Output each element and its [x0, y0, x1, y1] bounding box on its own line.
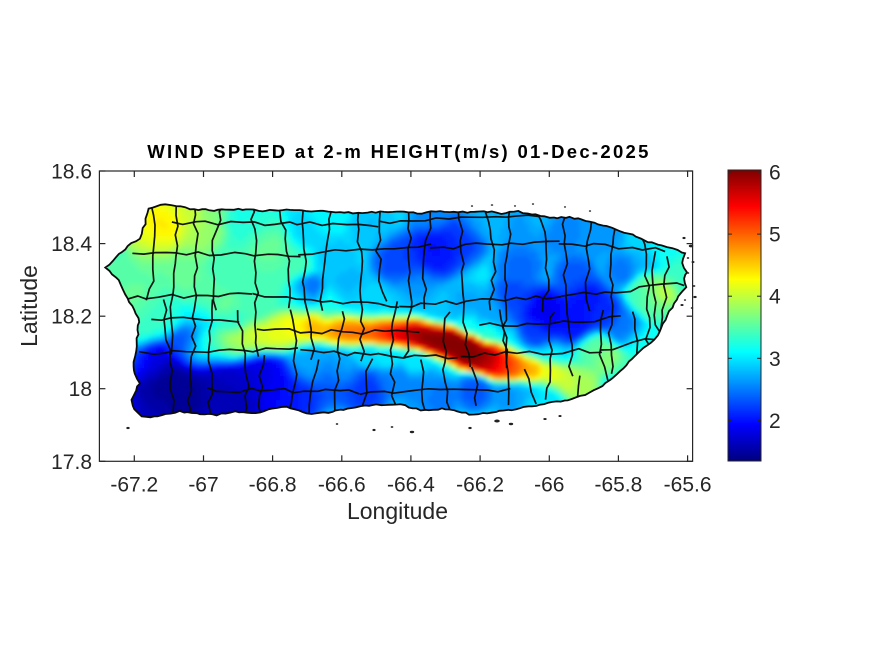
- svg-text:Longitude: Longitude: [347, 498, 448, 524]
- svg-text:18.2: 18.2: [51, 306, 92, 329]
- svg-text:17.8: 17.8: [51, 451, 92, 474]
- svg-text:4: 4: [769, 286, 781, 309]
- svg-text:-65.8: -65.8: [594, 474, 642, 497]
- svg-text:-66.2: -66.2: [456, 474, 504, 497]
- svg-text:6: 6: [769, 162, 781, 185]
- svg-text:-66.6: -66.6: [318, 474, 366, 497]
- svg-text:5: 5: [769, 224, 781, 247]
- svg-text:18: 18: [69, 378, 92, 401]
- svg-text:WIND SPEED at 2-m HEIGHT(m/s): WIND SPEED at 2-m HEIGHT(m/s) 01-Dec-202…: [147, 141, 650, 162]
- svg-text:Latitude: Latitude: [16, 265, 42, 347]
- svg-text:2: 2: [769, 410, 781, 433]
- svg-text:-66.4: -66.4: [387, 474, 435, 497]
- svg-text:-66.8: -66.8: [249, 474, 297, 497]
- svg-text:-65.6: -65.6: [664, 474, 712, 497]
- svg-text:18.4: 18.4: [51, 233, 92, 256]
- svg-text:-67.2: -67.2: [110, 474, 158, 497]
- svg-text:3: 3: [769, 348, 781, 371]
- svg-text:18.6: 18.6: [51, 161, 92, 184]
- svg-text:-66: -66: [534, 474, 564, 497]
- svg-text:-67: -67: [188, 474, 218, 497]
